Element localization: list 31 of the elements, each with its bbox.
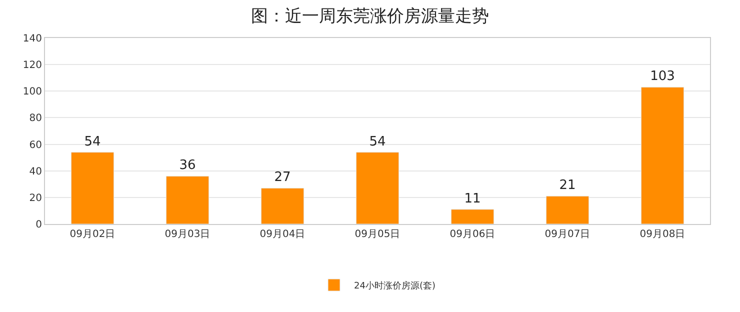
x-tick-label: 09月05日: [354, 229, 400, 240]
bar: [166, 176, 210, 224]
data-label: 54: [369, 134, 386, 150]
x-tick-label: 09月06日: [450, 229, 496, 240]
y-tick-label: 140: [22, 34, 42, 44]
data-label: 103: [650, 69, 675, 84]
y-tick-label: 60: [29, 140, 42, 151]
x-tick-label: 09月07日: [544, 229, 590, 240]
x-tick-label: 09月08日: [640, 229, 686, 240]
y-tick-label: 20: [29, 192, 42, 204]
y-tick-label: 0: [36, 220, 42, 230]
data-label: 27: [274, 170, 291, 186]
bar: [260, 188, 304, 224]
bar: [356, 152, 400, 224]
y-tick-label: 80: [29, 113, 42, 124]
x-tick-label: 09月03日: [164, 229, 210, 240]
x-tick-label: 09月04日: [260, 229, 306, 240]
y-tick-label: 100: [22, 86, 42, 98]
y-tick-label: 120: [22, 60, 42, 72]
y-tick-label: 40: [29, 166, 42, 178]
bar: [70, 152, 114, 224]
bar: [546, 196, 590, 224]
bar: [450, 209, 494, 224]
bar: [640, 86, 684, 224]
legend-label: 24小时涨价房源(套): [354, 280, 436, 292]
data-label: 54: [84, 134, 101, 150]
data-label: 11: [464, 191, 481, 206]
data-label: 36: [179, 158, 196, 174]
x-tick-label: 09月02日: [70, 229, 116, 240]
chart-title: 图：近一周东莞涨价房源量走势: [251, 6, 489, 26]
data-label: 21: [559, 178, 576, 194]
